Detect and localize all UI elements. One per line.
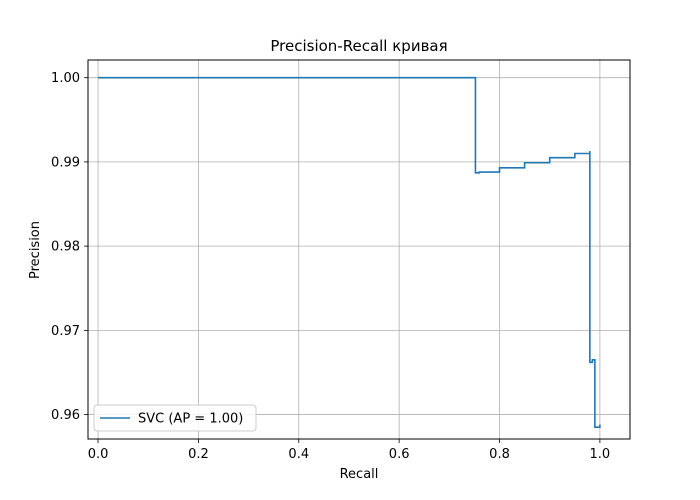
x-tick-label: 0.8 [489,447,510,462]
y-tick-label: 0.99 [51,155,80,170]
x-tick-label: 1.0 [590,447,611,462]
ticks: 0.0 0.2 0.4 0.6 0.8 1.0 0.96 0.97 0.98 0.99 1.00 [51,71,610,462]
plot-frame [87,59,631,440]
legend-box [93,404,257,432]
chart-title: Precision-Recall кривая [270,37,447,55]
series-layer [98,76,601,429]
legend-label-svc: SVC (AP = 1.00) [138,412,243,427]
y-tick-label: 0.97 [51,324,80,339]
y-tick-label: 0.98 [51,240,80,255]
x-tick-label: 0.0 [88,447,109,462]
x-tick-label: 0.2 [188,447,209,462]
x-tick-label: 0.6 [389,447,410,462]
x-axis-title: Recall [340,467,379,482]
x-tick-label: 0.4 [288,447,309,462]
y-tick-label: 0.96 [51,408,80,423]
y-axis-title: Precision [28,221,43,279]
y-tick-label: 1.00 [51,71,80,86]
legend: SVC (AP = 1.00) [93,404,257,432]
series-line-svc [98,76,601,429]
